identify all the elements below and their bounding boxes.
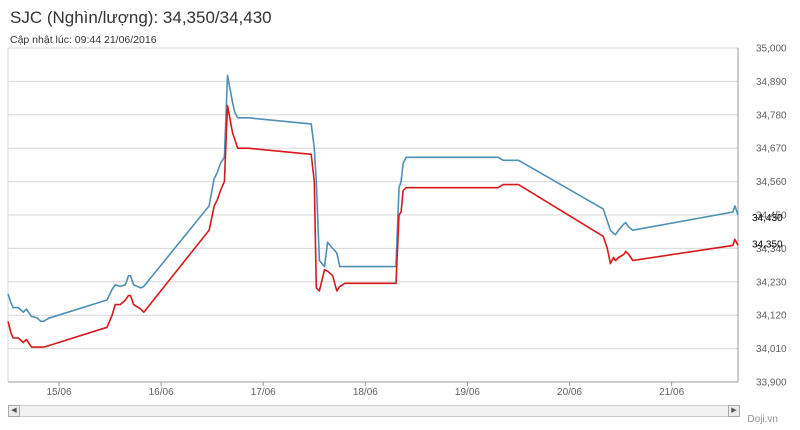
x-tick-label: 18/06	[353, 387, 378, 398]
y-tick-label: 34,340	[756, 244, 787, 255]
y-tick-label: 34,450	[756, 211, 787, 222]
y-tick-label: 34,890	[756, 77, 787, 88]
y-tick-label: 34,120	[756, 311, 787, 322]
y-tick-label: 35,000	[756, 44, 787, 55]
x-tick-label: 16/06	[149, 387, 174, 398]
updated-timestamp: Cập nhật lúc: 09:44 21/06/2016	[10, 34, 157, 46]
buy-price-line	[7, 104, 739, 348]
scroll-right-arrow-icon[interactable]: ▶	[728, 405, 740, 417]
x-tick-label: 20/06	[557, 387, 582, 398]
scroll-left-arrow-icon[interactable]: ◀	[8, 405, 20, 417]
y-tick-label: 34,780	[756, 110, 787, 121]
sell-last-value-label: 34,430	[752, 213, 783, 224]
source-credit: Doji.vn	[747, 414, 778, 425]
y-tick-label: 33,900	[756, 378, 787, 389]
chart-title: SJC (Nghìn/lượng): 34,350/34,430	[10, 8, 272, 27]
x-tick-label: 19/06	[455, 387, 480, 398]
y-tick-label: 34,010	[756, 344, 787, 355]
range-scrollbar[interactable]	[8, 405, 740, 417]
y-tick-label: 34,230	[756, 277, 787, 288]
x-tick-label: 17/06	[251, 387, 276, 398]
y-tick-label: 34,560	[756, 177, 787, 188]
x-tick-label: 15/06	[47, 387, 72, 398]
sell-price-line	[7, 74, 739, 323]
x-tick-label: 21/06	[659, 387, 684, 398]
y-tick-label: 34,670	[756, 144, 787, 155]
buy-last-value-label: 34,350	[752, 239, 783, 250]
